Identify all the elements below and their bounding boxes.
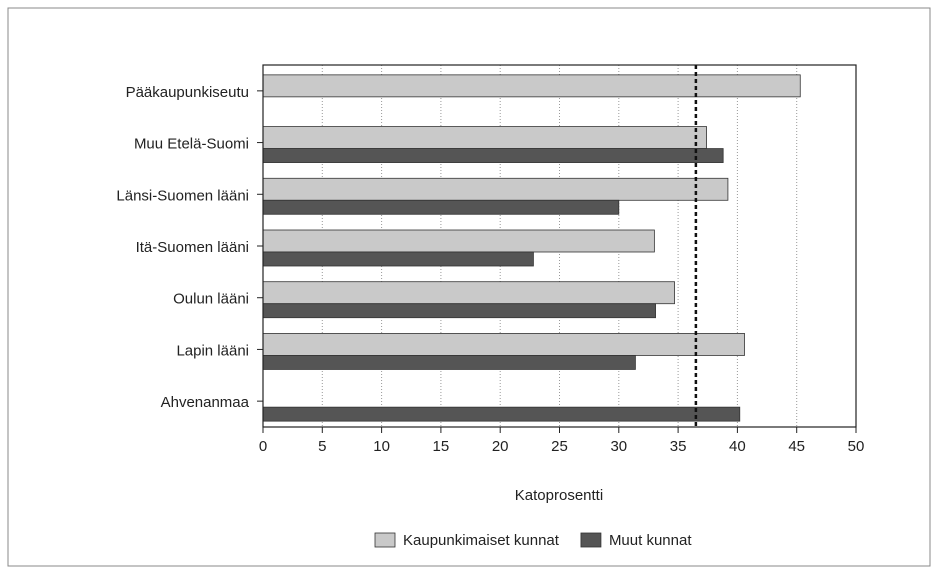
- legend-label: Muut kunnat: [609, 532, 692, 549]
- x-tick-label: 5: [318, 438, 326, 455]
- x-tick-label: 45: [788, 438, 805, 455]
- x-axis-label: Katoprosentti: [515, 487, 603, 504]
- bar: [262, 148, 724, 163]
- x-tick-label: 25: [551, 438, 568, 455]
- x-tick-label: 20: [492, 438, 509, 455]
- y-tick-label: Oulun lääni: [173, 291, 249, 308]
- legend-swatch: [374, 532, 396, 548]
- x-tick-label: 0: [259, 438, 267, 455]
- bar: [262, 406, 741, 422]
- y-tick-label: Ahvenanmaa: [161, 394, 250, 411]
- y-tick-label: Pääkaupunkiseutu: [126, 84, 249, 101]
- frame: [7, 7, 931, 567]
- bar: [262, 251, 534, 267]
- y-tick-label: Muu Etelä-Suomi: [134, 136, 249, 153]
- x-tick-label: 10: [373, 438, 390, 455]
- legend-swatch: [580, 532, 602, 548]
- bar: [262, 74, 801, 98]
- y-tick-label: Lapin lääni: [176, 342, 249, 359]
- bar: [262, 126, 707, 149]
- bar: [262, 355, 636, 370]
- bar: [262, 303, 656, 319]
- y-tick-label: Länsi-Suomen lääni: [116, 187, 249, 204]
- x-tick-label: 15: [433, 438, 450, 455]
- bar: [262, 333, 745, 356]
- y-tick-label: Itä-Suomen lääni: [136, 239, 249, 256]
- bar: [262, 177, 729, 201]
- legend-label: Kaupunkimaiset kunnat: [403, 532, 560, 549]
- x-tick-label: 30: [610, 438, 627, 455]
- x-tick-label: 35: [670, 438, 687, 455]
- plot-border: [262, 64, 857, 428]
- bar: [262, 229, 655, 253]
- x-tick-label: 40: [729, 438, 746, 455]
- bar: [262, 281, 675, 305]
- bar: [262, 199, 620, 215]
- x-tick-label: 50: [848, 438, 865, 455]
